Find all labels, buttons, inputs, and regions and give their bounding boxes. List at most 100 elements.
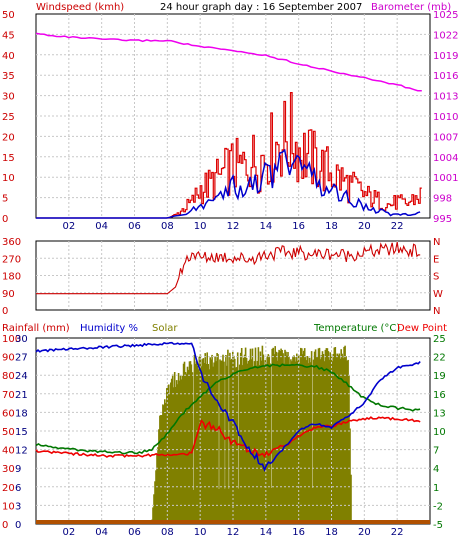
legend-solar: Solar — [152, 323, 178, 334]
solar-bar — [220, 360, 222, 524]
solar-bar — [162, 404, 164, 524]
solar-bar — [236, 367, 238, 524]
y-tick-label: 40 — [2, 446, 15, 457]
solar-bar — [235, 367, 237, 524]
solar-bar — [281, 350, 283, 524]
y2-tick-label: 1 — [433, 483, 439, 494]
solar-bar — [258, 365, 261, 524]
rain-tick-label: 3 — [15, 501, 21, 512]
solar-bar — [350, 474, 352, 524]
solar-bar — [214, 356, 216, 524]
y-tick-label: 0 — [2, 306, 8, 317]
x-tick-label: 08 — [161, 221, 174, 232]
solar-bar — [224, 488, 226, 524]
solar-bar — [181, 375, 184, 524]
y2-tick-label: 7 — [433, 446, 439, 457]
solar-bar — [346, 360, 348, 524]
solar-bar — [206, 352, 208, 524]
solar-bar — [338, 353, 340, 524]
solar-bar — [207, 364, 209, 524]
rain-tick-label: 6 — [15, 483, 21, 494]
rain-tick-label: 12 — [15, 446, 28, 457]
x-tick-label: 20 — [358, 221, 371, 232]
solar-bar — [177, 373, 180, 524]
solar-bar — [208, 369, 210, 524]
y2-tick-label: -5 — [433, 520, 443, 531]
solar-bar — [205, 364, 207, 524]
y-tick-label: 20 — [2, 132, 15, 143]
windspeed-axis-title: Windspeed (kmh) — [36, 2, 124, 13]
wind-direction-panel: 0 N 90 W 180 S 270 E 360 N — [2, 237, 443, 317]
solar-bar — [308, 357, 311, 524]
x-tick-label: 22 — [391, 527, 404, 538]
solar-bar — [288, 356, 290, 524]
x-tick-label: 14 — [259, 527, 272, 538]
solar-bar — [279, 351, 281, 524]
x-tick-label: 04 — [95, 221, 108, 232]
y2-tick-label: 4 — [433, 464, 439, 475]
solar-bar — [201, 359, 204, 524]
solar-bar — [277, 352, 279, 524]
y-tick-label: 270 — [2, 254, 21, 265]
solar-bar — [266, 356, 269, 524]
solar-bar — [299, 363, 301, 524]
solar-bar — [268, 355, 271, 524]
solar-bar — [247, 361, 250, 524]
solar-bar — [192, 489, 195, 524]
solar-bar — [202, 358, 205, 524]
solar-bar — [241, 365, 244, 524]
y-tick-label: 30 — [2, 92, 15, 103]
solar-bar — [302, 354, 304, 524]
solar-bar — [316, 356, 319, 524]
solar-bar — [225, 355, 227, 524]
solar-bar — [203, 363, 205, 524]
solar-bar — [318, 347, 321, 524]
y-tick-label: 180 — [2, 272, 21, 283]
y2-tick-label: 1025 — [433, 10, 458, 21]
y-tick-label: 15 — [2, 153, 15, 164]
solar-bar — [344, 345, 346, 524]
y-tick-label: 90 — [2, 289, 15, 300]
solar-bar — [154, 481, 156, 524]
solar-bar — [252, 366, 255, 524]
solar-bar — [284, 349, 286, 524]
y2-tick-label: 19 — [433, 371, 446, 382]
solar-bar — [311, 487, 314, 524]
solar-bar — [269, 363, 271, 524]
solar-bar — [345, 356, 347, 524]
y-tick-label: 5 — [2, 194, 8, 205]
solar-bar — [349, 428, 351, 524]
solar-bar — [319, 359, 322, 524]
wind-direction-series — [36, 241, 421, 295]
solar-bar — [185, 373, 188, 524]
solar-bar — [335, 356, 337, 524]
solar-bar — [245, 358, 248, 524]
x-tick-label: 22 — [391, 221, 404, 232]
solar-bar — [160, 415, 162, 524]
solar-bar — [337, 355, 339, 524]
x-tick-label: 16 — [292, 527, 305, 538]
solar-bar — [305, 360, 308, 524]
solar-bar — [275, 351, 277, 524]
solar-bar — [170, 382, 172, 524]
solar-bar — [312, 359, 315, 524]
rain-tick-label: 24 — [15, 371, 28, 382]
solar-bar — [259, 351, 262, 524]
solar-bar — [310, 351, 313, 524]
solar-bar — [261, 345, 264, 524]
rain-tick-label: 0 — [15, 520, 21, 531]
solar-bar — [244, 347, 247, 524]
solar-bar — [157, 447, 159, 524]
temperature-series — [35, 363, 421, 455]
solar-bar — [328, 359, 331, 524]
y2-tick-label: 1022 — [433, 30, 458, 41]
solar-bar — [237, 488, 240, 524]
solar-bar — [272, 347, 274, 524]
x-tick-label: 20 — [358, 527, 371, 538]
solar-bar — [178, 380, 181, 524]
solar-bar — [182, 363, 185, 524]
solar-bar — [184, 372, 187, 524]
solar-bar — [347, 359, 349, 524]
solar-bar — [251, 348, 254, 524]
